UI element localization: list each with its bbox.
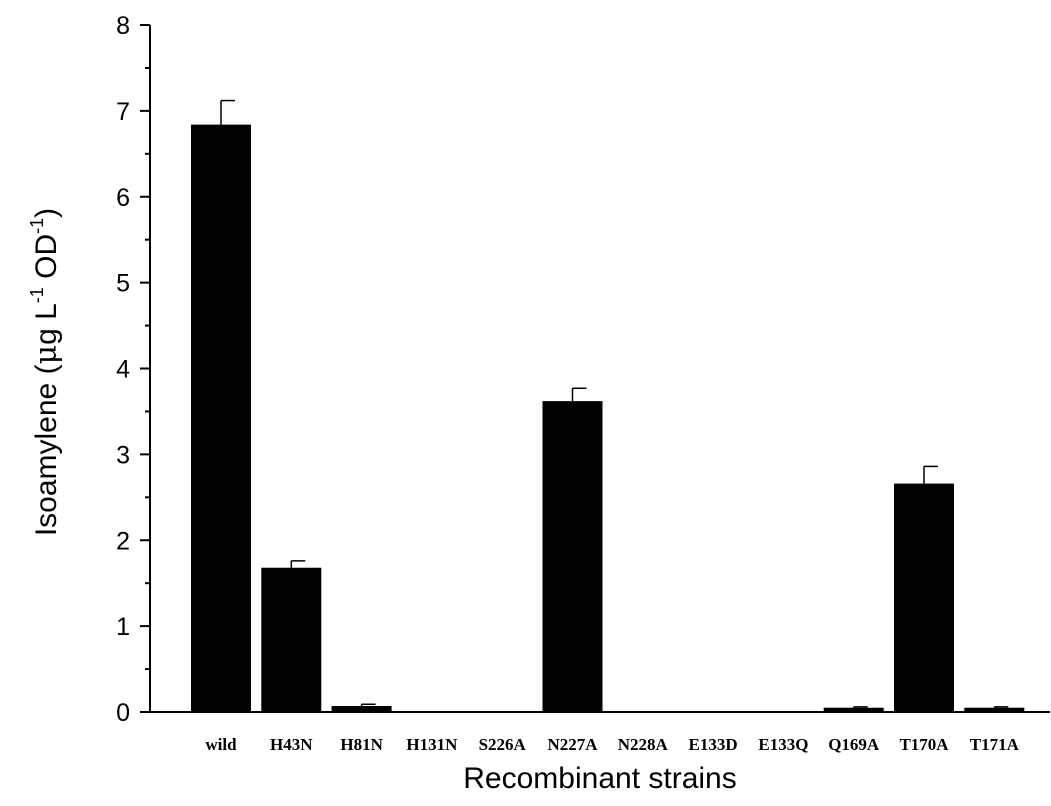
x-tick-label: H43N: [270, 735, 313, 754]
y-axis-label-mu: μ: [29, 345, 64, 365]
y-tick-label: 5: [116, 270, 130, 298]
y-tick-label: 7: [116, 98, 130, 126]
y-axis-label-part: OD: [30, 234, 63, 287]
y-axis-label-superscript: -1: [27, 287, 47, 303]
y-tick-labels: 0 1 2 3 4 5 6 7 8: [116, 12, 130, 727]
bar-wild: [191, 124, 251, 713]
bar-h43n: [261, 567, 322, 712]
y-axis-label: Isoamylene (μg L-1 OD-1): [27, 208, 64, 536]
x-tick-label: Q169A: [828, 735, 880, 754]
bar-t170a: [894, 483, 954, 712]
y-tick-label: 1: [116, 613, 130, 641]
y-tick-label: 2: [116, 527, 130, 555]
y-tick-label: 4: [116, 356, 130, 384]
x-axis-label: Recombinant strains: [463, 762, 736, 795]
x-tick-label: T171A: [970, 735, 1020, 754]
y-tick-label: 6: [116, 184, 130, 212]
x-tick-label: N227A: [547, 735, 598, 754]
x-tick-label: wild: [205, 735, 237, 754]
y-tick-label: 3: [116, 441, 130, 469]
y-axis-label-part: g L: [30, 303, 63, 345]
bar-q169a: [823, 707, 884, 712]
y-tick-label: 8: [116, 12, 130, 40]
axes-group: [140, 24, 1050, 713]
x-tick-label: T170A: [899, 735, 949, 754]
bar-h81n: [331, 705, 392, 712]
y-axis-label-part: ): [30, 208, 63, 218]
y-axis-label-superscript: -1: [27, 218, 47, 234]
x-tick-labels: wild H43N H81N H131N S226A N227A N228A E133D E13…: [205, 735, 1019, 754]
y-tick-label: 0: [116, 699, 130, 727]
x-tick-label: H131N: [406, 735, 458, 754]
x-tick-label: E133Q: [758, 735, 808, 754]
x-tick-label: N228A: [618, 735, 669, 754]
x-tick-label: H81N: [340, 735, 383, 754]
y-axis-label-part: Isoamylene (: [30, 364, 63, 536]
x-tick-label: S226A: [479, 735, 527, 754]
error-bars-group: [220, 99, 1009, 708]
bars-group: [191, 124, 1025, 713]
bar-t171a: [964, 707, 1025, 712]
bar-n227a: [542, 401, 603, 712]
x-tick-label: E133D: [689, 735, 738, 754]
